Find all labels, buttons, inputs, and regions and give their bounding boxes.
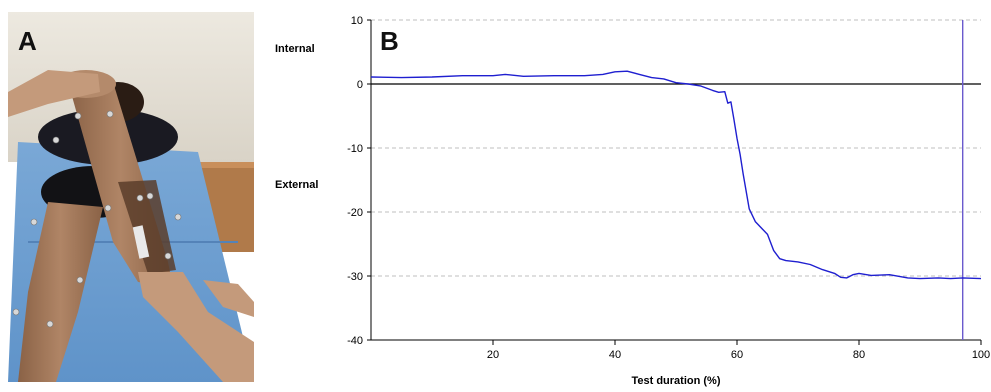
examiner-hand-bottom bbox=[138, 272, 254, 382]
panel-letter-b: B bbox=[380, 26, 399, 56]
x-tick-label-0: 20 bbox=[487, 349, 499, 361]
series-layer bbox=[370, 20, 982, 340]
motion-markers bbox=[12, 110, 182, 328]
y-tick-label-2: -10 bbox=[347, 143, 363, 155]
chart-panel: 10 0 -10 -20 -30 -40 20 40 60 80 100 B Internal Ex… bbox=[260, 0, 991, 387]
y-tick-label-1: 0 bbox=[357, 79, 363, 91]
panel-letter-a: A bbox=[18, 26, 37, 56]
x-tick-label-3: 80 bbox=[853, 349, 865, 361]
y-tick-label-3: -20 bbox=[347, 207, 363, 219]
grid-lines bbox=[371, 19, 981, 277]
knee-rotation-test-photo: A bbox=[8, 12, 254, 382]
x-tick-label-4: 100 bbox=[972, 349, 990, 361]
x-tick-label-1: 40 bbox=[609, 349, 621, 361]
x-tick-label-2: 60 bbox=[731, 349, 743, 361]
side-label-external: External bbox=[275, 179, 318, 191]
y-tick-label-5: -40 bbox=[347, 335, 363, 347]
examiner-hand-right bbox=[203, 280, 254, 317]
series-line-0 bbox=[370, 70, 982, 280]
y-tick-label-4: -30 bbox=[347, 271, 363, 283]
extended-leg bbox=[18, 202, 103, 382]
side-label-internal: Internal bbox=[275, 43, 315, 55]
measuring-device bbox=[118, 180, 176, 274]
examiner-hand-top bbox=[8, 70, 100, 117]
device-label bbox=[132, 225, 150, 259]
x-axis-title: Test duration (%) bbox=[631, 375, 720, 387]
y-tick-label-0: 10 bbox=[351, 15, 363, 27]
axes bbox=[367, 19, 982, 345]
photo-panel: A bbox=[8, 12, 254, 382]
